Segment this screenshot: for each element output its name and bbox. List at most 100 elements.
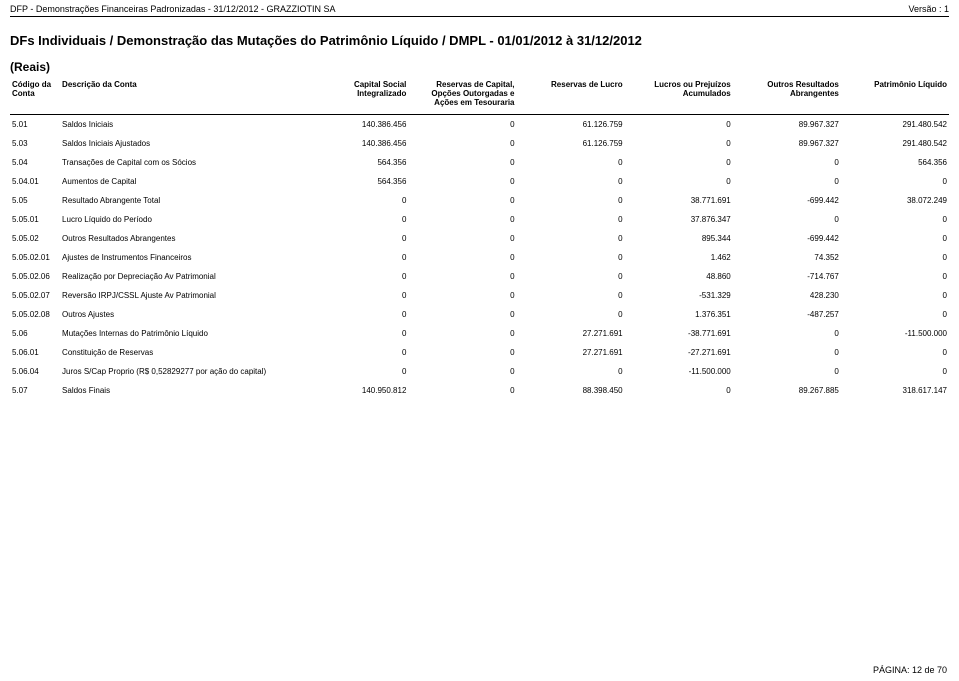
- cell-value: 140.386.456: [300, 134, 408, 153]
- cell-code: 5.05.02: [10, 229, 60, 248]
- cell-value: 291.480.542: [841, 114, 949, 134]
- cell-desc: Juros S/Cap Proprio (R$ 0,52829277 por a…: [60, 362, 300, 381]
- cell-value: 1.376.351: [625, 305, 733, 324]
- cell-value: 0: [841, 172, 949, 191]
- cell-code: 5.05.02.07: [10, 286, 60, 305]
- cell-value: 88.398.450: [517, 381, 625, 400]
- cell-value: 0: [517, 191, 625, 210]
- cell-value: -714.767: [733, 267, 841, 286]
- cell-value: 0: [408, 381, 516, 400]
- cell-value: 0: [300, 210, 408, 229]
- column-header: Outros ResultadosAbrangentes: [733, 76, 841, 114]
- cell-value: -11.500.000: [841, 324, 949, 343]
- cell-value: 0: [300, 229, 408, 248]
- table-row: 5.04Transações de Capital com os Sócios5…: [10, 153, 949, 172]
- cell-value: 0: [841, 267, 949, 286]
- cell-value: 0: [300, 267, 408, 286]
- cell-desc: Reversão IRPJ/CSSL Ajuste Av Patrimonial: [60, 286, 300, 305]
- cell-value: -11.500.000: [625, 362, 733, 381]
- cell-value: -487.257: [733, 305, 841, 324]
- cell-value: 0: [408, 343, 516, 362]
- cell-value: 27.271.691: [517, 343, 625, 362]
- cell-value: 0: [517, 305, 625, 324]
- cell-value: 0: [408, 362, 516, 381]
- cell-value: 0: [841, 286, 949, 305]
- cell-value: 0: [517, 172, 625, 191]
- cell-code: 5.05.02.01: [10, 248, 60, 267]
- table-row: 5.06Mutações Internas do Patrimônio Líqu…: [10, 324, 949, 343]
- cell-value: 0: [733, 362, 841, 381]
- cell-code: 5.04.01: [10, 172, 60, 191]
- cell-value: 0: [408, 114, 516, 134]
- cell-desc: Mutações Internas do Patrimônio Líquido: [60, 324, 300, 343]
- cell-value: 0: [733, 210, 841, 229]
- cell-value: 0: [625, 381, 733, 400]
- cell-value: 0: [517, 248, 625, 267]
- cell-value: 27.271.691: [517, 324, 625, 343]
- document-header: DFP - Demonstrações Financeiras Padroniz…: [0, 0, 959, 16]
- cell-value: 0: [408, 153, 516, 172]
- cell-value: 0: [408, 229, 516, 248]
- cell-code: 5.06: [10, 324, 60, 343]
- column-header: Lucros ou PrejuízosAcumulados: [625, 76, 733, 114]
- cell-value: 0: [733, 343, 841, 362]
- cell-value: 89.967.327: [733, 134, 841, 153]
- cell-code: 5.05.02.06: [10, 267, 60, 286]
- table-row: 5.07Saldos Finais140.950.812088.398.4500…: [10, 381, 949, 400]
- cell-value: 0: [841, 305, 949, 324]
- cell-value: 89.267.885: [733, 381, 841, 400]
- cell-value: -699.442: [733, 191, 841, 210]
- cell-value: 89.967.327: [733, 114, 841, 134]
- cell-desc: Saldos Iniciais Ajustados: [60, 134, 300, 153]
- cell-desc: Aumentos de Capital: [60, 172, 300, 191]
- cell-value: 428.230: [733, 286, 841, 305]
- cell-value: 0: [408, 191, 516, 210]
- cell-code: 5.03: [10, 134, 60, 153]
- cell-value: 0: [408, 286, 516, 305]
- cell-value: 38.072.249: [841, 191, 949, 210]
- table-header: Código daContaDescrição da ContaCapital …: [10, 76, 949, 114]
- cell-value: 0: [517, 286, 625, 305]
- cell-code: 5.01: [10, 114, 60, 134]
- cell-value: 564.356: [841, 153, 949, 172]
- cell-code: 5.05.02.08: [10, 305, 60, 324]
- cell-value: 0: [300, 324, 408, 343]
- table-row: 5.05.02Outros Resultados Abrangentes0008…: [10, 229, 949, 248]
- cell-value: 0: [517, 229, 625, 248]
- cell-value: 0: [733, 172, 841, 191]
- cell-value: 291.480.542: [841, 134, 949, 153]
- cell-value: 318.617.147: [841, 381, 949, 400]
- cell-code: 5.05: [10, 191, 60, 210]
- cell-value: 0: [733, 324, 841, 343]
- cell-value: 0: [625, 172, 733, 191]
- cell-value: 0: [733, 153, 841, 172]
- cell-value: 74.352: [733, 248, 841, 267]
- cell-value: 0: [841, 210, 949, 229]
- cell-value: 564.356: [300, 172, 408, 191]
- page-footer: PÁGINA: 12 de 70: [873, 665, 947, 675]
- cell-desc: Resultado Abrangente Total: [60, 191, 300, 210]
- cell-desc: Transações de Capital com os Sócios: [60, 153, 300, 172]
- cell-value: 0: [408, 324, 516, 343]
- cell-value: 0: [300, 343, 408, 362]
- cell-value: 0: [517, 210, 625, 229]
- cell-value: 0: [300, 191, 408, 210]
- cell-value: 0: [300, 286, 408, 305]
- cell-desc: Ajustes de Instrumentos Financeiros: [60, 248, 300, 267]
- cell-value: 0: [300, 305, 408, 324]
- cell-value: 0: [408, 305, 516, 324]
- table-row: 5.05.02.01Ajustes de Instrumentos Financ…: [10, 248, 949, 267]
- table-row: 5.03Saldos Iniciais Ajustados140.386.456…: [10, 134, 949, 153]
- cell-value: 0: [625, 114, 733, 134]
- column-header: Reservas de Lucro: [517, 76, 625, 114]
- dmpl-table: Código daContaDescrição da ContaCapital …: [10, 76, 949, 400]
- cell-desc: Realização por Depreciação Av Patrimonia…: [60, 267, 300, 286]
- cell-value: -38.771.691: [625, 324, 733, 343]
- page-title: DFs Individuais / Demonstração das Mutaç…: [0, 17, 959, 58]
- table-row: 5.06.01Constituição de Reservas0027.271.…: [10, 343, 949, 362]
- table-row: 5.05.02.07Reversão IRPJ/CSSL Ajuste Av P…: [10, 286, 949, 305]
- cell-value: 0: [300, 248, 408, 267]
- cell-value: 48.860: [625, 267, 733, 286]
- table-row: 5.06.04Juros S/Cap Proprio (R$ 0,5282927…: [10, 362, 949, 381]
- table-row: 5.04.01Aumentos de Capital564.35600000: [10, 172, 949, 191]
